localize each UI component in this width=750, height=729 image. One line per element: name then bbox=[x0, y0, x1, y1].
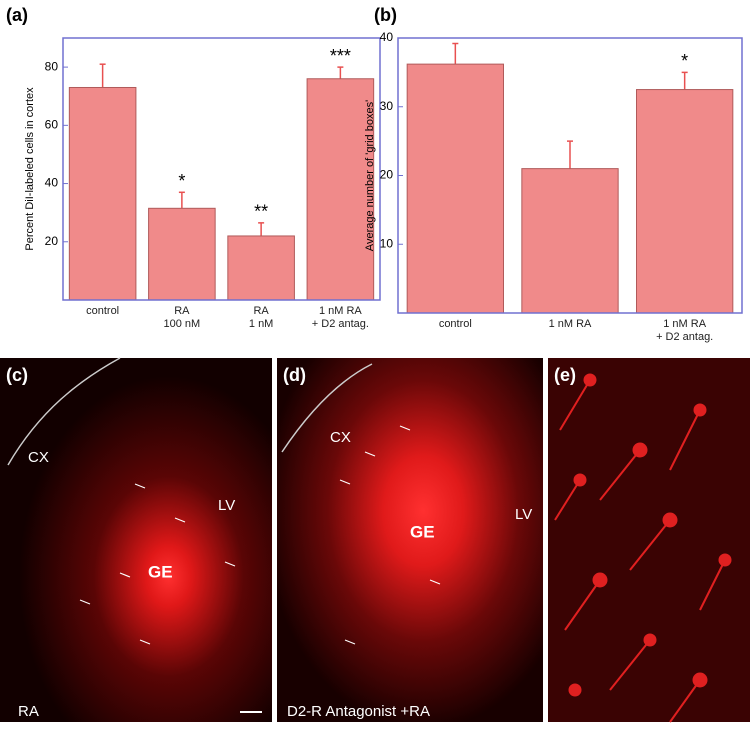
x-tick-label: RA 1 nM bbox=[248, 305, 274, 330]
panel-label: (b) bbox=[374, 5, 397, 25]
y-tick-label: 60 bbox=[45, 118, 59, 132]
x-tick-label: 1 nM RA bbox=[548, 318, 592, 330]
y-tick-label: 20 bbox=[45, 234, 59, 248]
image-annotation: LV bbox=[515, 506, 532, 523]
bar bbox=[227, 235, 295, 301]
bar bbox=[68, 86, 137, 301]
bar bbox=[148, 207, 216, 301]
x-tick-label: 1 nM RA + D2 antag. bbox=[656, 318, 714, 343]
border-line bbox=[281, 363, 373, 453]
image-annotation: GE bbox=[148, 562, 173, 581]
y-axis-label: Percent DiI-labeled cells in cortex bbox=[24, 87, 36, 251]
cells bbox=[554, 373, 732, 723]
image-annotation: GE bbox=[410, 522, 435, 541]
significance-label: *** bbox=[330, 46, 351, 66]
image-annotation: D2-R Antagonist +RA bbox=[287, 703, 430, 720]
y-tick-label: 20 bbox=[380, 168, 394, 182]
significance-label: * bbox=[681, 51, 688, 71]
panel-label: (d) bbox=[283, 365, 306, 385]
significance-label: ** bbox=[254, 202, 268, 222]
image-annotation: LV bbox=[218, 497, 235, 514]
x-tick-label: 1 nM RA + D2 antag. bbox=[311, 305, 369, 330]
y-tick-label: 10 bbox=[380, 236, 394, 250]
micrograph bbox=[277, 358, 543, 722]
y-axis-label: Average number of 'grid boxes' bbox=[364, 100, 376, 251]
image-annotation: RA bbox=[18, 703, 39, 720]
y-tick-label: 30 bbox=[380, 99, 394, 113]
bar bbox=[521, 168, 619, 314]
panel-label: (c) bbox=[6, 365, 28, 385]
x-tick-label: control bbox=[438, 318, 472, 330]
bar bbox=[636, 89, 734, 314]
plot-frame bbox=[397, 37, 743, 314]
y-tick-label: 40 bbox=[380, 30, 394, 44]
panel-label: (e) bbox=[554, 365, 576, 385]
micrograph bbox=[0, 358, 272, 722]
arrows bbox=[79, 425, 441, 713]
significance-label: * bbox=[178, 171, 185, 191]
bar bbox=[306, 78, 375, 301]
image-annotation: CX bbox=[330, 429, 351, 446]
image-annotation: CX bbox=[28, 449, 49, 466]
x-tick-label: RA 100 nM bbox=[163, 305, 201, 330]
y-tick-label: 40 bbox=[45, 176, 59, 190]
bar bbox=[406, 63, 504, 314]
y-tick-label: 80 bbox=[45, 59, 59, 73]
border-line bbox=[7, 357, 121, 466]
panel-label: (a) bbox=[6, 5, 28, 25]
micrograph bbox=[548, 358, 750, 722]
plot-frame bbox=[62, 37, 381, 301]
x-tick-label: control bbox=[86, 305, 120, 317]
